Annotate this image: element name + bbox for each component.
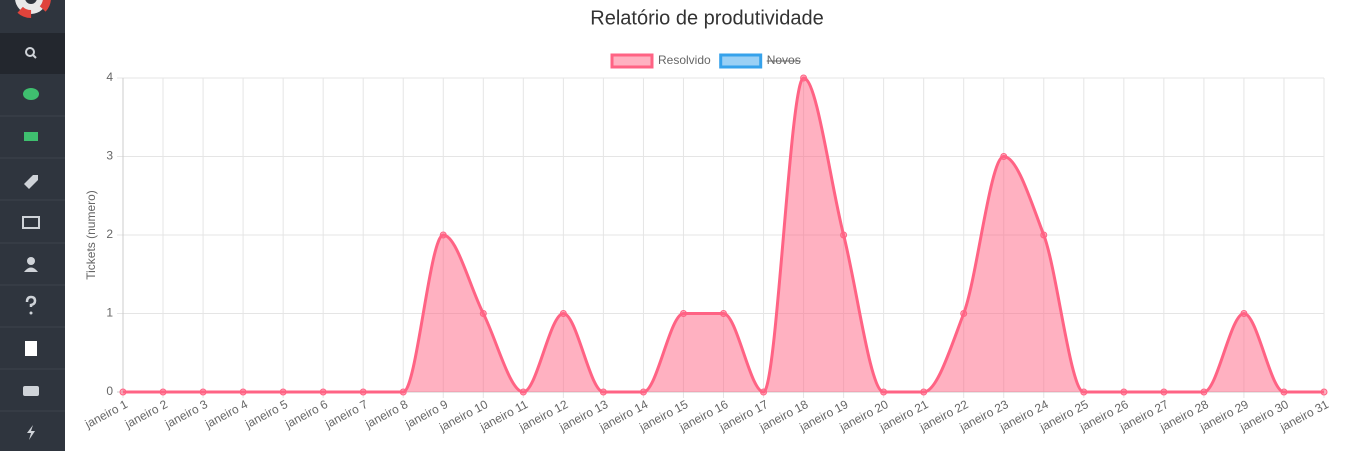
point <box>1320 388 1328 396</box>
y-tick-label: 0 <box>106 384 113 398</box>
point <box>159 388 167 396</box>
search-icon <box>32 54 37 59</box>
point <box>720 310 727 317</box>
x-tick-label: janeiro 8 <box>362 397 410 432</box>
help-icon[interactable] <box>29 311 33 315</box>
x-tick-label: janeiro 4 <box>202 397 250 432</box>
y-tick-label: 2 <box>106 227 113 241</box>
chart-title: Relatório de produtividade <box>590 7 824 29</box>
point <box>1040 231 1048 239</box>
x-tick-label: janeiro 7 <box>322 397 370 432</box>
plugin-icon[interactable] <box>27 425 35 440</box>
point <box>679 310 687 317</box>
legend-swatch <box>610 53 654 69</box>
x-tick-label: janeiro 2 <box>122 397 170 432</box>
point <box>1280 388 1288 396</box>
point <box>1240 310 1248 317</box>
point <box>199 388 207 396</box>
y-tick-label: 3 <box>106 149 113 163</box>
point <box>639 388 647 396</box>
search-icon <box>25 47 35 57</box>
legend-item[interactable]: Resolvido <box>610 53 711 69</box>
mail-icon[interactable] <box>24 132 38 141</box>
point <box>479 310 487 317</box>
tag-icon[interactable] <box>24 175 38 189</box>
report-icon[interactable] <box>25 341 37 356</box>
point <box>960 310 968 317</box>
y-axis-label: Tickets (numero) <box>84 190 98 280</box>
legend-label: Novos <box>767 53 801 67</box>
point <box>760 388 768 396</box>
point <box>119 388 127 396</box>
sidebar <box>0 0 65 451</box>
point <box>880 388 888 396</box>
point <box>920 388 928 396</box>
x-tick-label: janeiro 1 <box>82 397 130 432</box>
user-icon[interactable] <box>24 267 38 273</box>
x-tick-label: janeiro 5 <box>242 397 290 432</box>
point <box>1080 388 1088 396</box>
point <box>439 231 447 239</box>
point <box>239 388 247 396</box>
point <box>399 388 407 396</box>
point <box>519 388 527 396</box>
chart: Relatório de produtividade Tickets (nume… <box>82 7 1331 434</box>
point <box>1120 388 1128 396</box>
point <box>840 231 848 239</box>
x-tick-label: janeiro 3 <box>162 397 210 432</box>
logo[interactable] <box>11 0 51 18</box>
inbox-icon[interactable] <box>23 386 39 396</box>
help-icon[interactable] <box>25 295 37 307</box>
sidebar-dividers <box>0 115 65 412</box>
point <box>599 388 607 396</box>
card-icon[interactable] <box>22 216 40 229</box>
search-item[interactable] <box>0 33 65 74</box>
point <box>559 310 567 317</box>
point <box>1200 388 1208 396</box>
y-tick-label: 4 <box>106 70 113 84</box>
point <box>279 388 287 396</box>
point <box>800 74 808 82</box>
point <box>319 388 327 396</box>
point <box>1000 153 1008 160</box>
point <box>359 388 367 396</box>
sidebar-bg <box>0 0 65 451</box>
legend-label: Resolvido <box>658 53 711 67</box>
point <box>1160 388 1168 396</box>
chat-icon[interactable] <box>23 88 39 100</box>
legend-swatch <box>719 53 763 69</box>
user-icon[interactable] <box>27 257 35 265</box>
x-tick-label: janeiro 6 <box>282 397 330 432</box>
legend-item[interactable]: Novos <box>719 53 801 69</box>
y-tick-label: 1 <box>106 306 113 320</box>
